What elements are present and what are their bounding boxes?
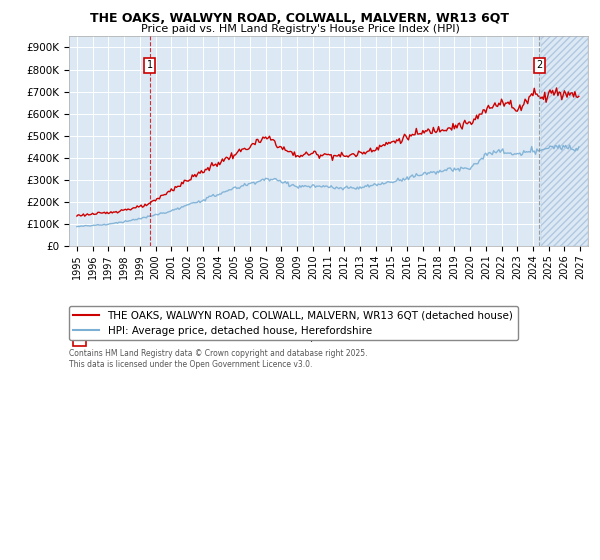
Legend: THE OAKS, WALWYN ROAD, COLWALL, MALVERN, WR13 6QT (detached house), HPI: Average: THE OAKS, WALWYN ROAD, COLWALL, MALVERN,… (69, 306, 518, 340)
Text: 1: 1 (76, 322, 83, 332)
Text: Contains HM Land Registry data © Crown copyright and database right 2025.
This d: Contains HM Land Registry data © Crown c… (69, 349, 367, 368)
Text: Price paid vs. HM Land Registry's House Price Index (HPI): Price paid vs. HM Land Registry's House … (140, 24, 460, 34)
Text: THE OAKS, WALWYN ROAD, COLWALL, MALVERN, WR13 6QT: THE OAKS, WALWYN ROAD, COLWALL, MALVERN,… (91, 12, 509, 25)
Polygon shape (541, 36, 588, 246)
Text: 2: 2 (536, 60, 542, 70)
Text: 21-MAY-2024: 21-MAY-2024 (116, 333, 188, 343)
Text: 23-AUG-1999: 23-AUG-1999 (116, 322, 190, 332)
Text: £192,000: £192,000 (282, 322, 335, 332)
Text: 1: 1 (147, 60, 153, 70)
Text: 62% ↑ HPI: 62% ↑ HPI (386, 333, 445, 343)
Text: £690,000: £690,000 (282, 333, 335, 343)
Text: 67% ↑ HPI: 67% ↑ HPI (386, 322, 445, 332)
Text: 2: 2 (76, 333, 83, 343)
